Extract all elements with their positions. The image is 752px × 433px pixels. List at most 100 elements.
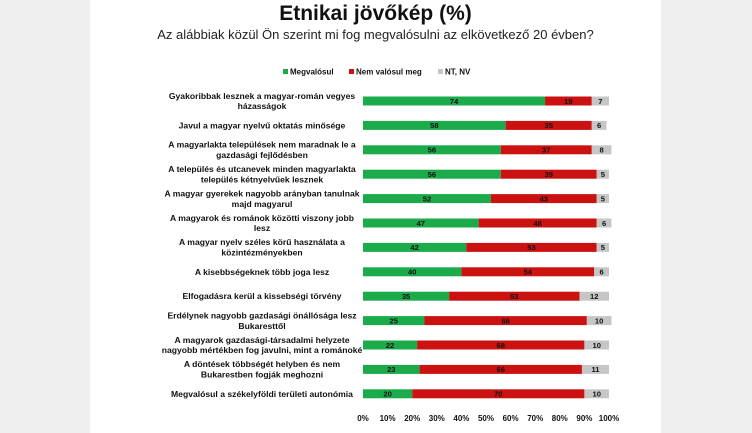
legend-label-2: Nem valósul meg bbox=[356, 68, 422, 77]
category-label: A magyar nyelv széles körű használata a bbox=[179, 237, 345, 247]
bar-segment bbox=[363, 316, 425, 326]
category-label: A magyarok és románok közötti viszony jo… bbox=[170, 213, 354, 223]
bar-value-label: 70 bbox=[494, 390, 502, 399]
bar-value-label: 11 bbox=[591, 365, 600, 374]
bar-value-label: 66 bbox=[501, 316, 509, 325]
bar-segment bbox=[363, 291, 450, 301]
bar-value-label: 35 bbox=[402, 292, 411, 301]
bar-value-label: 43 bbox=[540, 194, 548, 203]
bar-segment bbox=[591, 96, 609, 106]
category-label: Megvalósul a székelyföldi területi auton… bbox=[171, 389, 353, 399]
bar-segment bbox=[363, 389, 413, 399]
category-label: Elfogadásra kerül a kissebségi törvény bbox=[182, 291, 341, 301]
bar-value-label: 47 bbox=[417, 219, 425, 228]
bar-value-label: 53 bbox=[510, 292, 518, 301]
bar-segment bbox=[596, 218, 612, 228]
bar-segment bbox=[505, 120, 592, 130]
bar-value-label: 54 bbox=[524, 268, 533, 277]
bar-value-label: 42 bbox=[410, 243, 418, 252]
bar-segment bbox=[417, 340, 585, 350]
bar-segment bbox=[581, 364, 609, 374]
slide-background bbox=[90, 0, 661, 433]
category-label: A település és utcanevek minden magyarla… bbox=[168, 164, 356, 174]
bar-segment bbox=[584, 389, 609, 399]
bar-value-label: 39 bbox=[545, 170, 553, 179]
bar-segment bbox=[490, 194, 597, 204]
bar-segment bbox=[584, 340, 609, 350]
bar-segment bbox=[449, 291, 580, 301]
category-label: A döntések többségét helyben és nem bbox=[184, 359, 341, 369]
bar-segment bbox=[596, 194, 609, 204]
bar-segment bbox=[500, 145, 592, 155]
bar-segment bbox=[363, 194, 491, 204]
bar-segment bbox=[478, 218, 597, 228]
category-label: házasságok bbox=[238, 101, 287, 111]
x-tick-label: 40% bbox=[453, 414, 469, 423]
bar-segment bbox=[596, 242, 609, 252]
bar-segment bbox=[363, 242, 467, 252]
category-label: Javul a magyar nyelvű oktatás minősége bbox=[179, 120, 346, 130]
category-label: gazdasági fejlődésben bbox=[216, 150, 308, 160]
x-tick-label: 90% bbox=[576, 414, 592, 423]
bar-segment bbox=[594, 267, 609, 277]
bar-value-label: 74 bbox=[450, 97, 459, 106]
x-tick-label: 0% bbox=[357, 414, 369, 423]
chart-title: Etnikai jövőkép (%) bbox=[279, 2, 472, 25]
x-tick-label: 50% bbox=[478, 414, 494, 423]
bar-segment bbox=[579, 291, 609, 301]
bar-segment bbox=[363, 218, 479, 228]
bar-segment bbox=[591, 120, 607, 130]
bar-value-label: 10 bbox=[595, 316, 603, 325]
bar-segment bbox=[363, 120, 506, 130]
bar-segment bbox=[419, 364, 582, 374]
legend-swatch-1 bbox=[283, 69, 288, 74]
category-label: Gyakoribbak lesznek a magyar-román vegye… bbox=[169, 91, 356, 101]
x-tick-label: 10% bbox=[380, 414, 396, 423]
bar-value-label: 40 bbox=[408, 268, 416, 277]
bar-value-label: 5 bbox=[601, 194, 606, 203]
bar-value-label: 58 bbox=[430, 121, 438, 130]
legend-swatch-3 bbox=[438, 69, 443, 74]
bar-segment bbox=[461, 267, 595, 277]
bar-value-label: 56 bbox=[428, 170, 436, 179]
bar-segment bbox=[412, 389, 585, 399]
bar-value-label: 19 bbox=[564, 97, 572, 106]
bar-segment bbox=[363, 364, 420, 374]
bar-value-label: 37 bbox=[542, 146, 550, 155]
bar-segment bbox=[363, 145, 501, 155]
category-label: A magyarok gazdasági-társadalmi helyzete bbox=[175, 335, 350, 345]
bar-value-label: 6 bbox=[600, 268, 604, 277]
bar-segment bbox=[466, 242, 597, 252]
bar-value-label: 25 bbox=[390, 316, 399, 325]
chart-subtitle: Az alábbiak közül Ön szerint mi fog megv… bbox=[157, 27, 594, 42]
category-label: A kisebbségeknek több joga lesz bbox=[195, 267, 329, 277]
category-label: lesz bbox=[254, 223, 270, 233]
x-tick-label: 100% bbox=[599, 414, 619, 423]
bar-segment bbox=[500, 169, 597, 179]
bar-value-label: 10 bbox=[592, 341, 600, 350]
category-label: Erdélynek nagyobb gazdasági önállósága l… bbox=[167, 310, 356, 320]
bar-value-label: 6 bbox=[602, 219, 606, 228]
bar-value-label: 22 bbox=[386, 341, 394, 350]
bar-segment bbox=[596, 169, 609, 179]
bar-segment bbox=[363, 340, 418, 350]
bar-value-label: 5 bbox=[601, 243, 606, 252]
bar-value-label: 6 bbox=[597, 121, 601, 130]
bar-value-label: 56 bbox=[428, 146, 436, 155]
x-tick-label: 20% bbox=[404, 414, 420, 423]
bar-segment bbox=[363, 96, 546, 106]
bar-value-label: 48 bbox=[533, 219, 541, 228]
bar-value-label: 10 bbox=[592, 390, 600, 399]
bar-value-label: 66 bbox=[497, 365, 505, 374]
bar-value-label: 7 bbox=[598, 97, 602, 106]
category-label: település kétnyelvűek lesznek bbox=[201, 174, 324, 184]
bar-segment bbox=[545, 96, 592, 106]
category-label: nagyobb mértékben fog javulni, mint a ro… bbox=[162, 345, 363, 355]
bar-segment bbox=[424, 316, 587, 326]
bar-segment bbox=[591, 145, 612, 155]
bar-value-label: 52 bbox=[423, 194, 431, 203]
bar-value-label: 12 bbox=[590, 292, 598, 301]
bar-segment bbox=[363, 267, 462, 277]
bar-value-label: 53 bbox=[527, 243, 535, 252]
x-tick-label: 80% bbox=[552, 414, 568, 423]
